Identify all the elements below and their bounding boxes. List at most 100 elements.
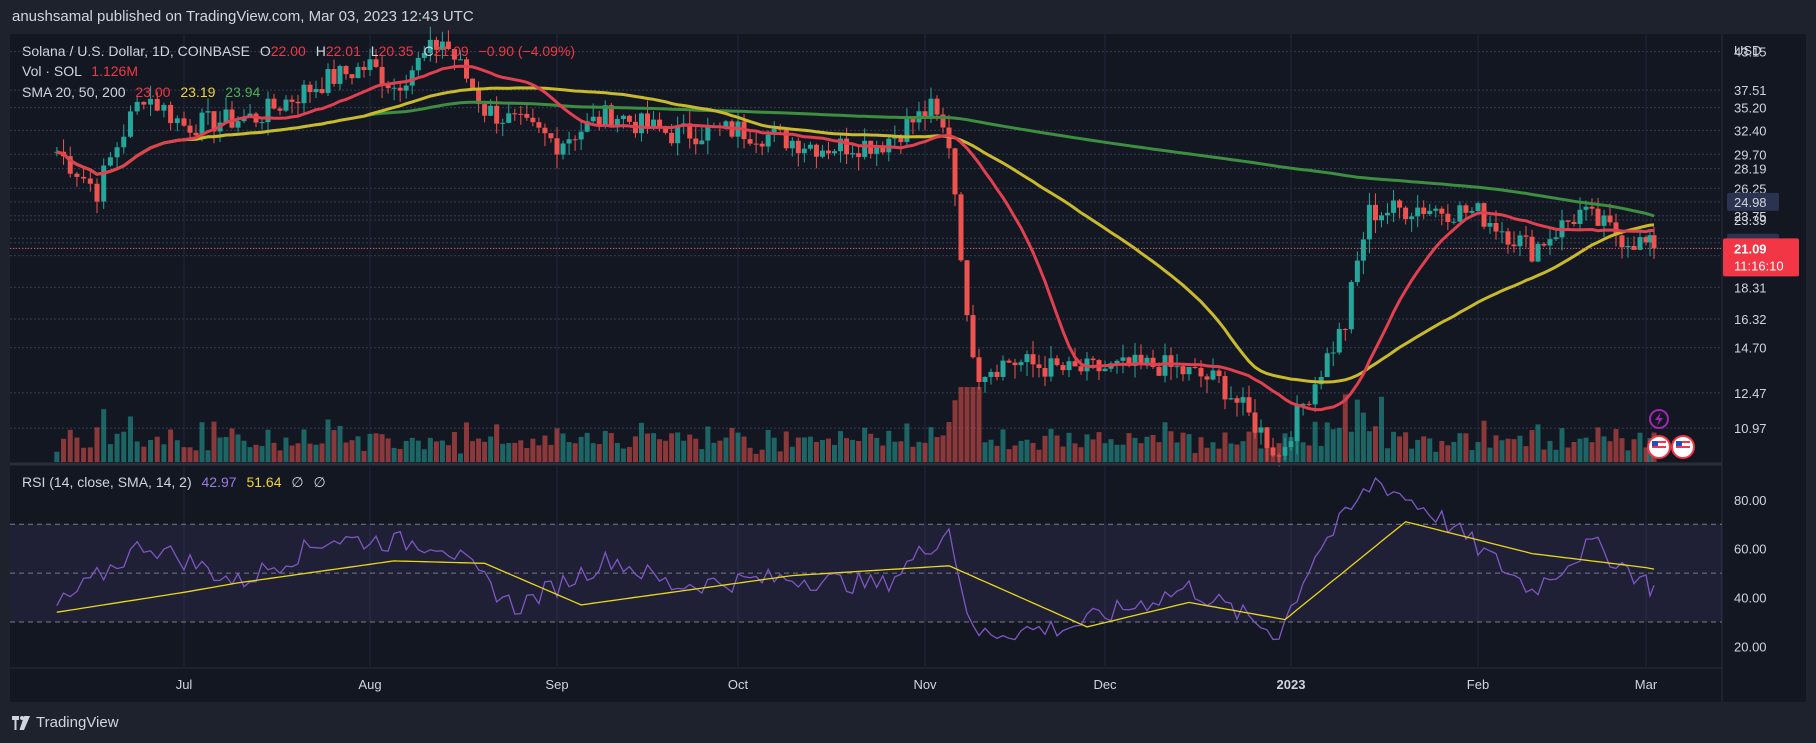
volume-bar: [1138, 443, 1144, 462]
candle-body: [94, 183, 100, 202]
candle-body: [1198, 367, 1204, 377]
volume-bar: [1246, 431, 1252, 462]
candle-body: [1415, 207, 1421, 217]
candle-body: [114, 147, 120, 158]
volume-bar: [355, 436, 361, 462]
volume-bar: [1048, 428, 1054, 462]
volume-bar: [1084, 434, 1090, 462]
candle-body: [1006, 360, 1012, 363]
tradingview-footer[interactable]: TradingView: [12, 714, 119, 731]
volume-bar: [753, 453, 759, 462]
candle-body: [620, 115, 626, 119]
volume-bar: [415, 440, 421, 462]
volume-bar: [789, 446, 795, 462]
volume-bar: [1078, 447, 1084, 462]
volume-bar: [801, 437, 807, 462]
candle-body: [1192, 367, 1198, 369]
time-tick-label: Sep: [545, 677, 568, 692]
candle-body: [199, 112, 205, 136]
volume-bar: [1631, 439, 1637, 462]
symbol-title: Solana / U.S. Dollar, 1D, COINBASE: [22, 43, 250, 59]
sma-legend: SMA 20, 50, 200 23.00 23.19 23.94: [22, 84, 260, 100]
volume-bar: [566, 442, 572, 462]
candle-body: [1342, 329, 1348, 331]
volume-bar: [1258, 448, 1264, 462]
candle-body: [1126, 357, 1132, 366]
candle-body: [482, 104, 488, 116]
candle-body: [765, 134, 771, 147]
volume-bar: [1493, 435, 1499, 462]
volume-bar: [1427, 438, 1433, 462]
candle-body: [669, 132, 675, 144]
volume-bar: [391, 447, 397, 462]
volume-bar: [856, 440, 862, 462]
volume-bar: [626, 447, 632, 462]
candle-body: [1048, 358, 1054, 377]
volume-bar: [1252, 422, 1258, 462]
volume-bar: [1391, 431, 1397, 462]
volume-bar: [1589, 442, 1595, 462]
candle-body: [687, 123, 693, 139]
last-price-label: 21.09: [1734, 241, 1767, 256]
rsi-tick-label: 80.00: [1734, 493, 1767, 508]
candle-body: [1366, 204, 1372, 240]
volume-bar: [289, 445, 295, 462]
candle-body: [415, 57, 421, 71]
volume-bar: [645, 433, 650, 462]
volume-bar: [651, 433, 657, 462]
candle-body: [1306, 403, 1312, 405]
volume-bar: [1330, 429, 1336, 462]
volume-bar: [916, 441, 922, 462]
volume-bar: [675, 432, 681, 462]
candles: [54, 26, 1657, 467]
volume-bar: [759, 449, 765, 462]
candle-body: [1012, 362, 1018, 366]
candle-body: [753, 143, 759, 145]
candle-body: [331, 69, 337, 84]
volume-bar: [427, 437, 433, 462]
volume-bar: [409, 437, 415, 462]
volume-bar: [1517, 435, 1523, 462]
candle-body: [910, 119, 916, 123]
candle-body: [1330, 352, 1336, 354]
volume-bar: [247, 447, 253, 462]
volume-bar: [488, 436, 494, 462]
volume-bar: [886, 430, 892, 462]
volume-bar: [1240, 441, 1246, 462]
candle-body: [1180, 366, 1186, 375]
volume-bar: [1451, 441, 1457, 462]
volume-bar: [1030, 442, 1036, 462]
volume-bar: [421, 449, 427, 462]
candle-body: [862, 140, 868, 157]
volume-bar: [223, 436, 229, 462]
volume-bar: [1378, 396, 1384, 462]
candle-body: [638, 113, 644, 134]
volume-bar: [638, 422, 644, 462]
volume-bar: [307, 443, 313, 462]
time-tick-label: Aug: [358, 677, 381, 692]
volume-bar: [433, 441, 439, 462]
sma20-line: [56, 64, 1655, 412]
candle-body: [1204, 376, 1210, 380]
candle-body: [699, 140, 705, 145]
candle-body: [1360, 239, 1366, 261]
price-tick-label: 26.25: [1734, 181, 1767, 196]
volume-bar: [904, 423, 910, 462]
candle-body: [844, 138, 850, 155]
volume-bar: [1114, 444, 1120, 462]
price-tick-label: 28.19: [1734, 162, 1767, 177]
volume-bar: [506, 442, 512, 462]
volume-bar: [711, 442, 717, 462]
candle-body: [602, 105, 608, 126]
volume-bar: [747, 447, 753, 462]
candle-body: [1222, 376, 1228, 400]
volume-bar: [572, 443, 578, 462]
time-tick-label: 2023: [1277, 677, 1306, 692]
candle-body: [1054, 358, 1060, 366]
candle-body: [590, 116, 596, 122]
candle-body: [584, 121, 590, 132]
candle-body: [1348, 282, 1354, 330]
candle-body: [1144, 357, 1150, 363]
candle-body: [397, 87, 403, 91]
